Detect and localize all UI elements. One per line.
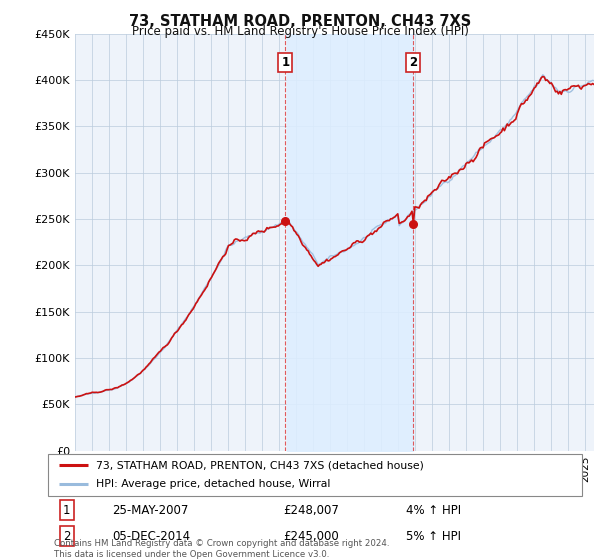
FancyBboxPatch shape (48, 454, 582, 496)
Text: 05-DEC-2014: 05-DEC-2014 (112, 530, 190, 543)
Text: 4% ↑ HPI: 4% ↑ HPI (406, 503, 461, 516)
Text: 1: 1 (63, 503, 70, 516)
Text: 5% ↑ HPI: 5% ↑ HPI (406, 530, 461, 543)
Text: 2: 2 (409, 57, 418, 69)
Text: 1: 1 (281, 57, 290, 69)
Text: 73, STATHAM ROAD, PRENTON, CH43 7XS (detached house): 73, STATHAM ROAD, PRENTON, CH43 7XS (det… (96, 460, 424, 470)
Text: £248,007: £248,007 (283, 503, 339, 516)
Text: 25-MAY-2007: 25-MAY-2007 (112, 503, 188, 516)
Text: 73, STATHAM ROAD, PRENTON, CH43 7XS: 73, STATHAM ROAD, PRENTON, CH43 7XS (129, 14, 471, 29)
Text: Price paid vs. HM Land Registry's House Price Index (HPI): Price paid vs. HM Land Registry's House … (131, 25, 469, 38)
Text: HPI: Average price, detached house, Wirral: HPI: Average price, detached house, Wirr… (96, 479, 331, 489)
Text: £245,000: £245,000 (283, 530, 339, 543)
Text: Contains HM Land Registry data © Crown copyright and database right 2024.
This d: Contains HM Land Registry data © Crown c… (54, 539, 389, 559)
Text: 2: 2 (63, 530, 70, 543)
